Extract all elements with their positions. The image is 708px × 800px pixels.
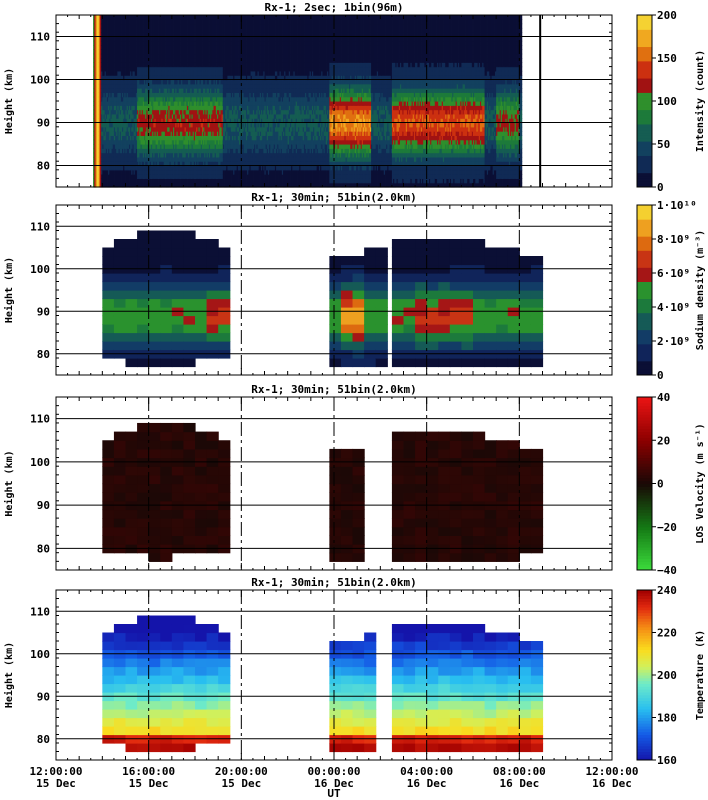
heatmap-cells [93, 15, 522, 188]
figure: 8090100110Rx-1; 2sec; 1bin(96m)Height (k… [0, 0, 708, 800]
